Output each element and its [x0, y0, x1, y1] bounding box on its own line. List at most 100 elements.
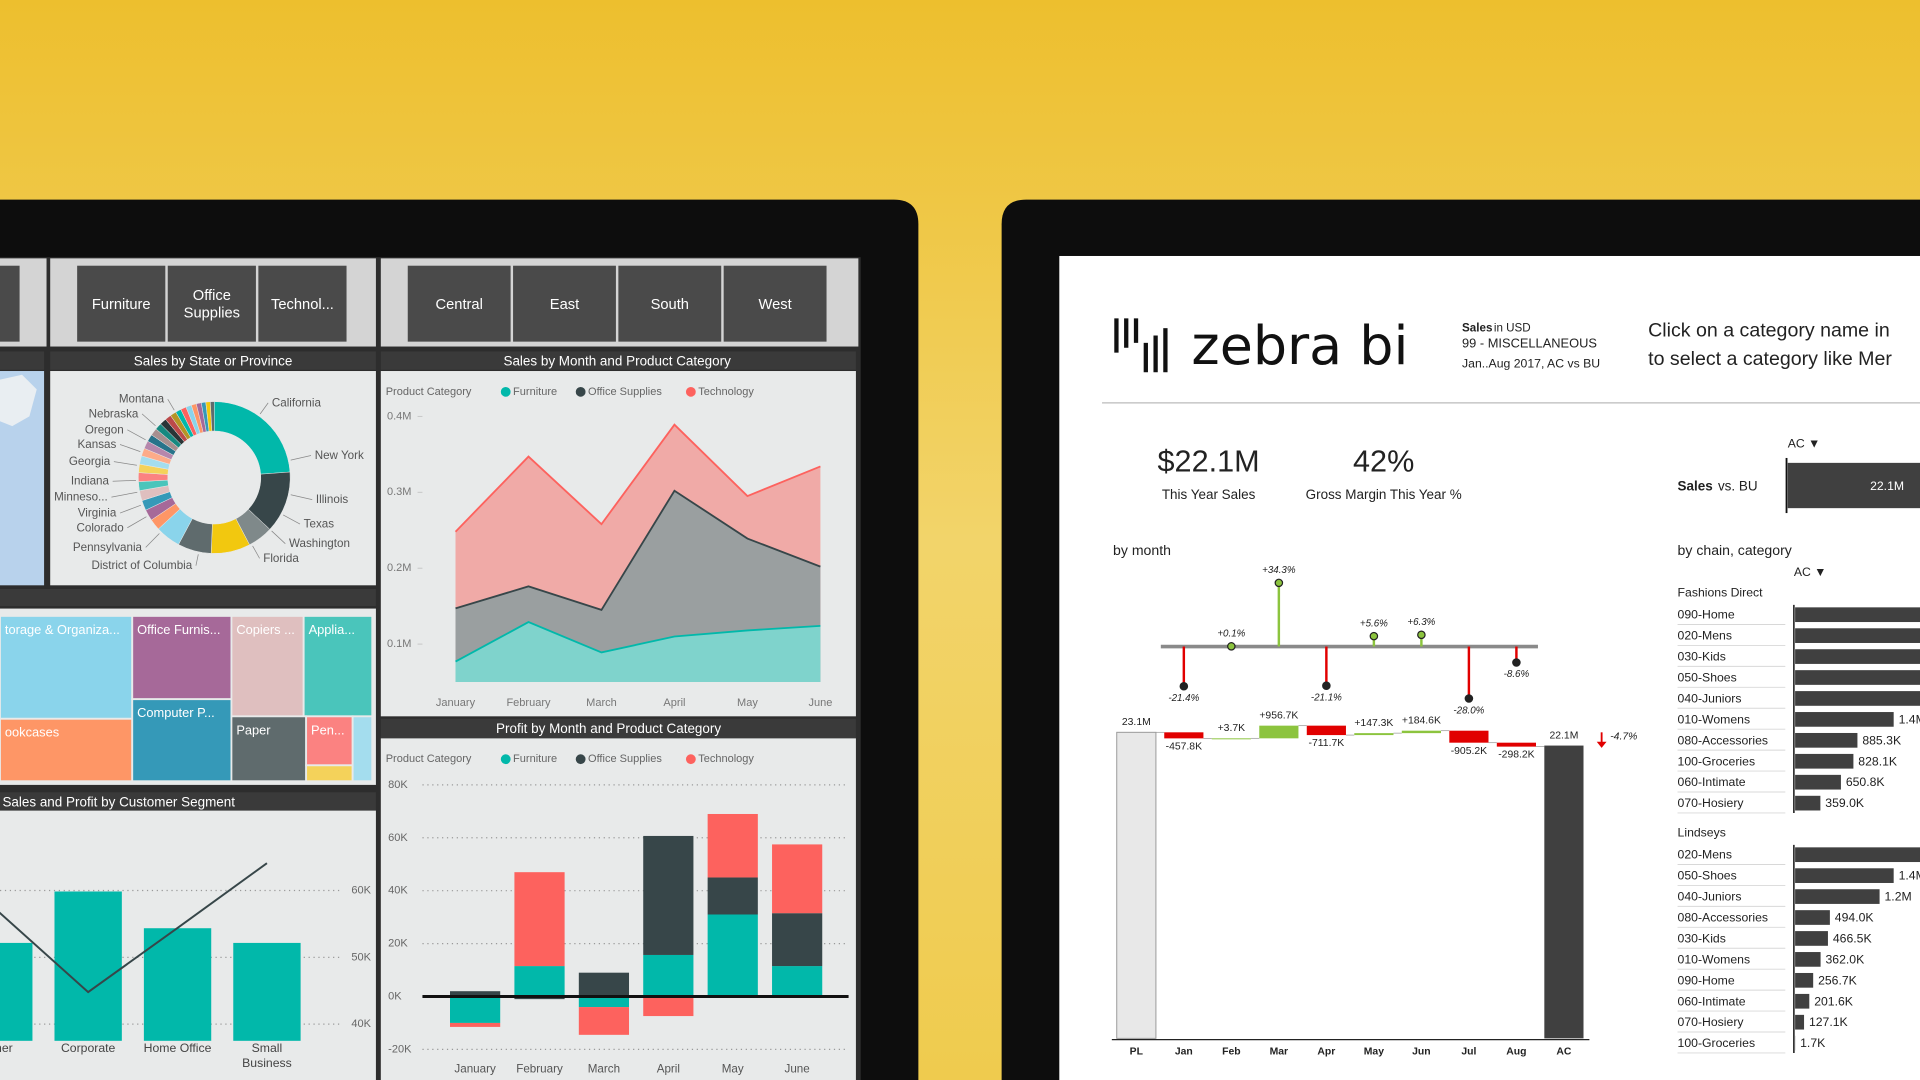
slicer-label[interactable]: Office Supplies [184, 288, 240, 322]
data-label: +147.3K [1354, 718, 1393, 729]
x-tick-label: umer [0, 1041, 13, 1055]
treemap-tile [305, 764, 354, 783]
bar-segment [707, 877, 758, 915]
donut-label: Montana [119, 393, 165, 406]
data-label: -298.2K [1498, 750, 1534, 761]
category-label[interactable]: 040-Juniors [1678, 890, 1742, 904]
legend-label: Furniture [513, 753, 557, 765]
bar [54, 891, 122, 1041]
treemap-tile [302, 615, 374, 718]
delta-bar [1211, 738, 1251, 740]
x-tick-label: PL [1130, 1046, 1144, 1057]
delta-bar [1306, 725, 1346, 736]
header-measure: Sales [1462, 322, 1492, 335]
logo-bar [1143, 342, 1148, 373]
treemap-tile [0, 615, 134, 720]
title-bar [50, 351, 376, 370]
delta-bar [1354, 733, 1394, 736]
slicer-label[interactable]: Furniture [92, 297, 151, 313]
category-label[interactable]: 010-Womens [1678, 952, 1751, 966]
bar [1795, 774, 1841, 790]
kpi-value: $22.1M [1158, 445, 1260, 479]
treemap-label: Computer P... [137, 705, 215, 720]
bar [233, 942, 301, 1041]
bar [1795, 607, 1920, 623]
leader-line [290, 494, 313, 500]
category-label[interactable]: 070-Hosiery [1678, 1015, 1745, 1029]
slicer-label[interactable]: Central [436, 297, 483, 313]
y-tick-label: 20K [388, 938, 408, 950]
donut-label: Virginia [78, 507, 117, 520]
bar [1795, 628, 1920, 643]
bar-segment [643, 996, 694, 1017]
x-tick-label: January [454, 1062, 496, 1075]
x-tick-label: Home Office [144, 1041, 212, 1055]
bar-label: 1.4M [1899, 869, 1920, 883]
y-tick-label: 0K [388, 990, 402, 1002]
bar [1795, 732, 1858, 748]
slicer-button[interactable] [407, 265, 511, 342]
category-label[interactable]: 100-Groceries [1678, 754, 1756, 768]
data-label: 23.1M [1122, 717, 1151, 728]
data-label: 22.1M [1549, 730, 1578, 741]
category-label[interactable]: 080-Accessories [1678, 911, 1768, 925]
slicer-label[interactable]: South [651, 297, 689, 313]
x-tick-label: Mar [1270, 1046, 1288, 1057]
bar-segment [643, 835, 694, 955]
slicer-label[interactable]: Technol... [271, 297, 334, 313]
line-series [0, 862, 268, 994]
leader-line [145, 533, 160, 548]
legend-label: Technology [698, 753, 754, 765]
slicer-button[interactable] [513, 265, 616, 342]
slicer-button[interactable] [0, 265, 20, 342]
pin-label: -8.6% [1504, 669, 1530, 680]
slicer-label[interactable]: West [759, 297, 792, 313]
category-label[interactable]: 030-Kids [1678, 650, 1726, 664]
category-label[interactable]: 100-Groceries [1678, 1036, 1756, 1050]
title-bar [0, 351, 45, 370]
donut-label: Florida [263, 552, 299, 565]
slicer-label[interactable]: East [550, 297, 579, 313]
category-label[interactable]: 030-Kids [1678, 931, 1726, 945]
delta-bar [1401, 730, 1441, 734]
kpi-label: Gross Margin This Year % [1306, 487, 1462, 502]
slicer-button[interactable] [167, 265, 256, 342]
scenario-label: AC ▼ [1794, 565, 1827, 579]
y2-tick-label: 60K [351, 885, 371, 897]
category-label[interactable]: 080-Accessories [1678, 733, 1768, 747]
category-label[interactable]: 020-Mens [1678, 629, 1732, 643]
slicer-button[interactable] [723, 265, 827, 342]
data-label: +3.7K [1218, 723, 1246, 734]
treemap-label: ookcases [5, 725, 59, 740]
donut-label: Oregon [85, 423, 124, 436]
leader-line [195, 554, 199, 566]
category-label[interactable]: 060-Intimate [1678, 994, 1746, 1008]
category-label[interactable]: 090-Home [1678, 608, 1735, 622]
legend-swatch [575, 754, 586, 765]
x-tick-label: Apr [1317, 1046, 1335, 1057]
bar [1787, 462, 1920, 509]
bar [1795, 847, 1920, 863]
donut-label: Kansas [78, 438, 117, 451]
category-label[interactable]: 070-Hosiery [1678, 796, 1745, 810]
slicer-button[interactable] [258, 265, 347, 342]
category-label[interactable]: 060-Intimate [1678, 775, 1746, 789]
x-tick-label: Feb [1222, 1046, 1240, 1057]
delta-bar [1496, 742, 1536, 747]
category-label[interactable]: 090-Home [1678, 973, 1735, 987]
bar [1795, 910, 1830, 925]
bar-label: 362.0K [1825, 952, 1865, 966]
bar-label: 359.0K [1825, 796, 1865, 810]
category-label[interactable]: 050-Shoes [1678, 671, 1737, 685]
category-label[interactable]: 050-Shoes [1678, 869, 1737, 883]
category-label[interactable]: 020-Mens [1678, 848, 1732, 862]
category-label[interactable]: 010-Womens [1678, 712, 1751, 726]
chart-title: by month [1113, 542, 1171, 558]
x-tick-label: March [588, 1062, 620, 1075]
slicer-button[interactable] [618, 265, 722, 342]
slicer-button[interactable] [77, 265, 166, 342]
legend-label: Technology [698, 386, 754, 398]
category-label[interactable]: 040-Juniors [1678, 691, 1742, 705]
